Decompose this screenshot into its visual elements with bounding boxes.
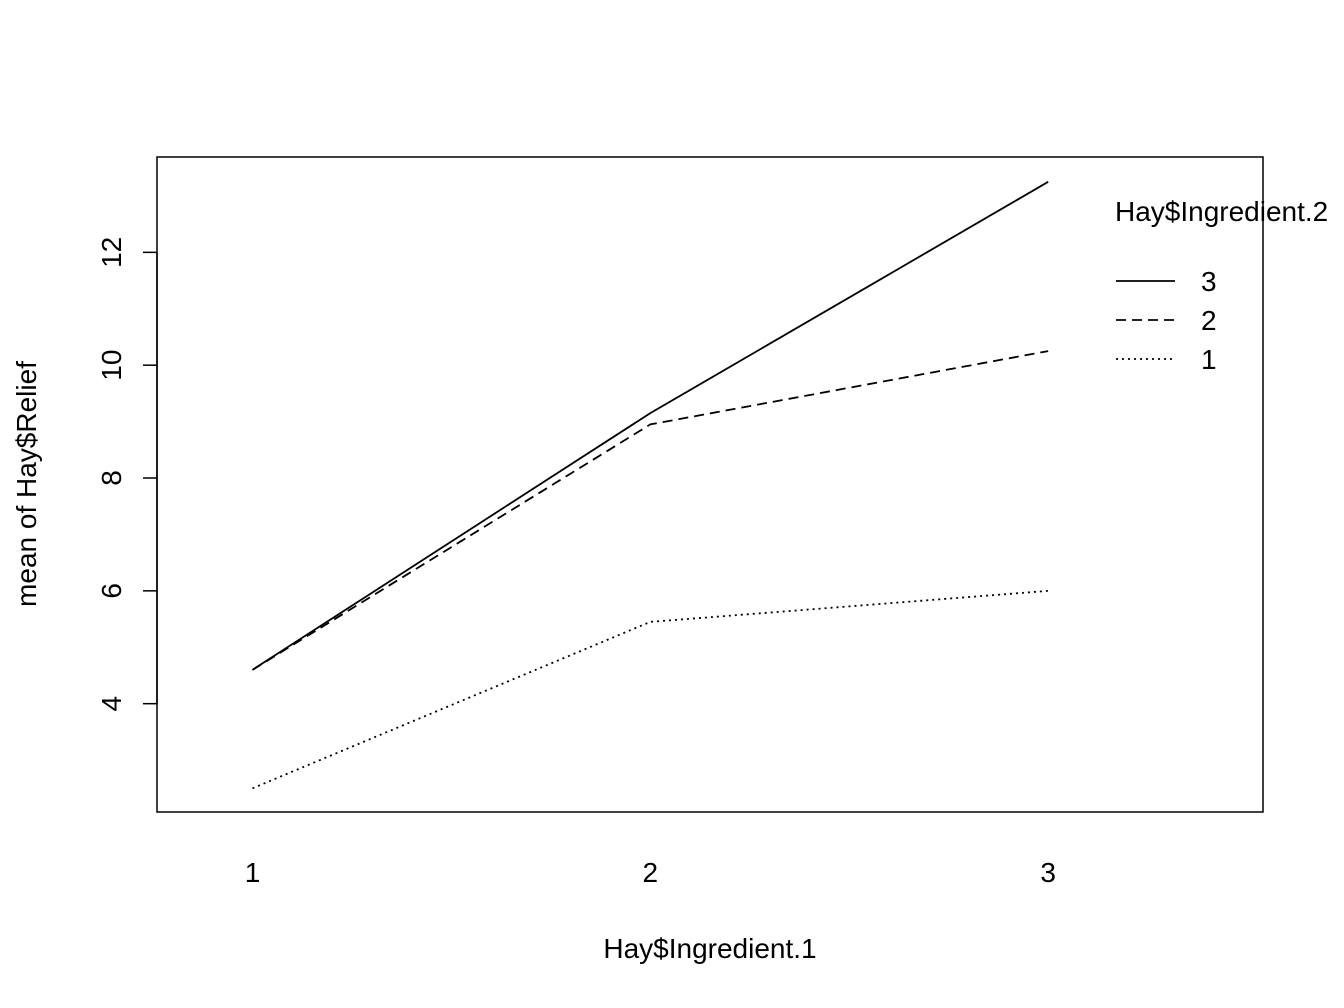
series-line-3 <box>251 181 1049 671</box>
legend-title: Hay$Ingredient.2 <box>1115 196 1328 227</box>
y-tick-label: 10 <box>96 350 127 381</box>
y-tick-label: 8 <box>96 470 127 486</box>
x-tick-label: 3 <box>1040 857 1056 888</box>
series-lines <box>251 181 1049 790</box>
x-tick-label: 2 <box>643 857 659 888</box>
plot-frame <box>156 156 1264 813</box>
x-tick-label: 1 <box>245 857 261 888</box>
y-tick-label: 4 <box>96 696 127 712</box>
y-tick-label: 12 <box>96 237 127 268</box>
legend-label-3: 3 <box>1201 266 1217 297</box>
y-tick-label: 6 <box>96 583 127 599</box>
y-axis-label: mean of Hay$Relief <box>11 361 42 607</box>
legend: Hay$Ingredient.2 3 2 1 <box>1115 196 1328 375</box>
y-axis: 4 6 8 10 12 <box>96 237 158 712</box>
series-line-2 <box>252 350 1049 671</box>
legend-label-2: 2 <box>1201 305 1217 336</box>
x-axis: 1 2 3 <box>245 857 1056 888</box>
series-line-1 <box>252 589 1049 790</box>
legend-label-1: 1 <box>1201 344 1217 375</box>
x-axis-label: Hay$Ingredient.1 <box>603 933 816 964</box>
